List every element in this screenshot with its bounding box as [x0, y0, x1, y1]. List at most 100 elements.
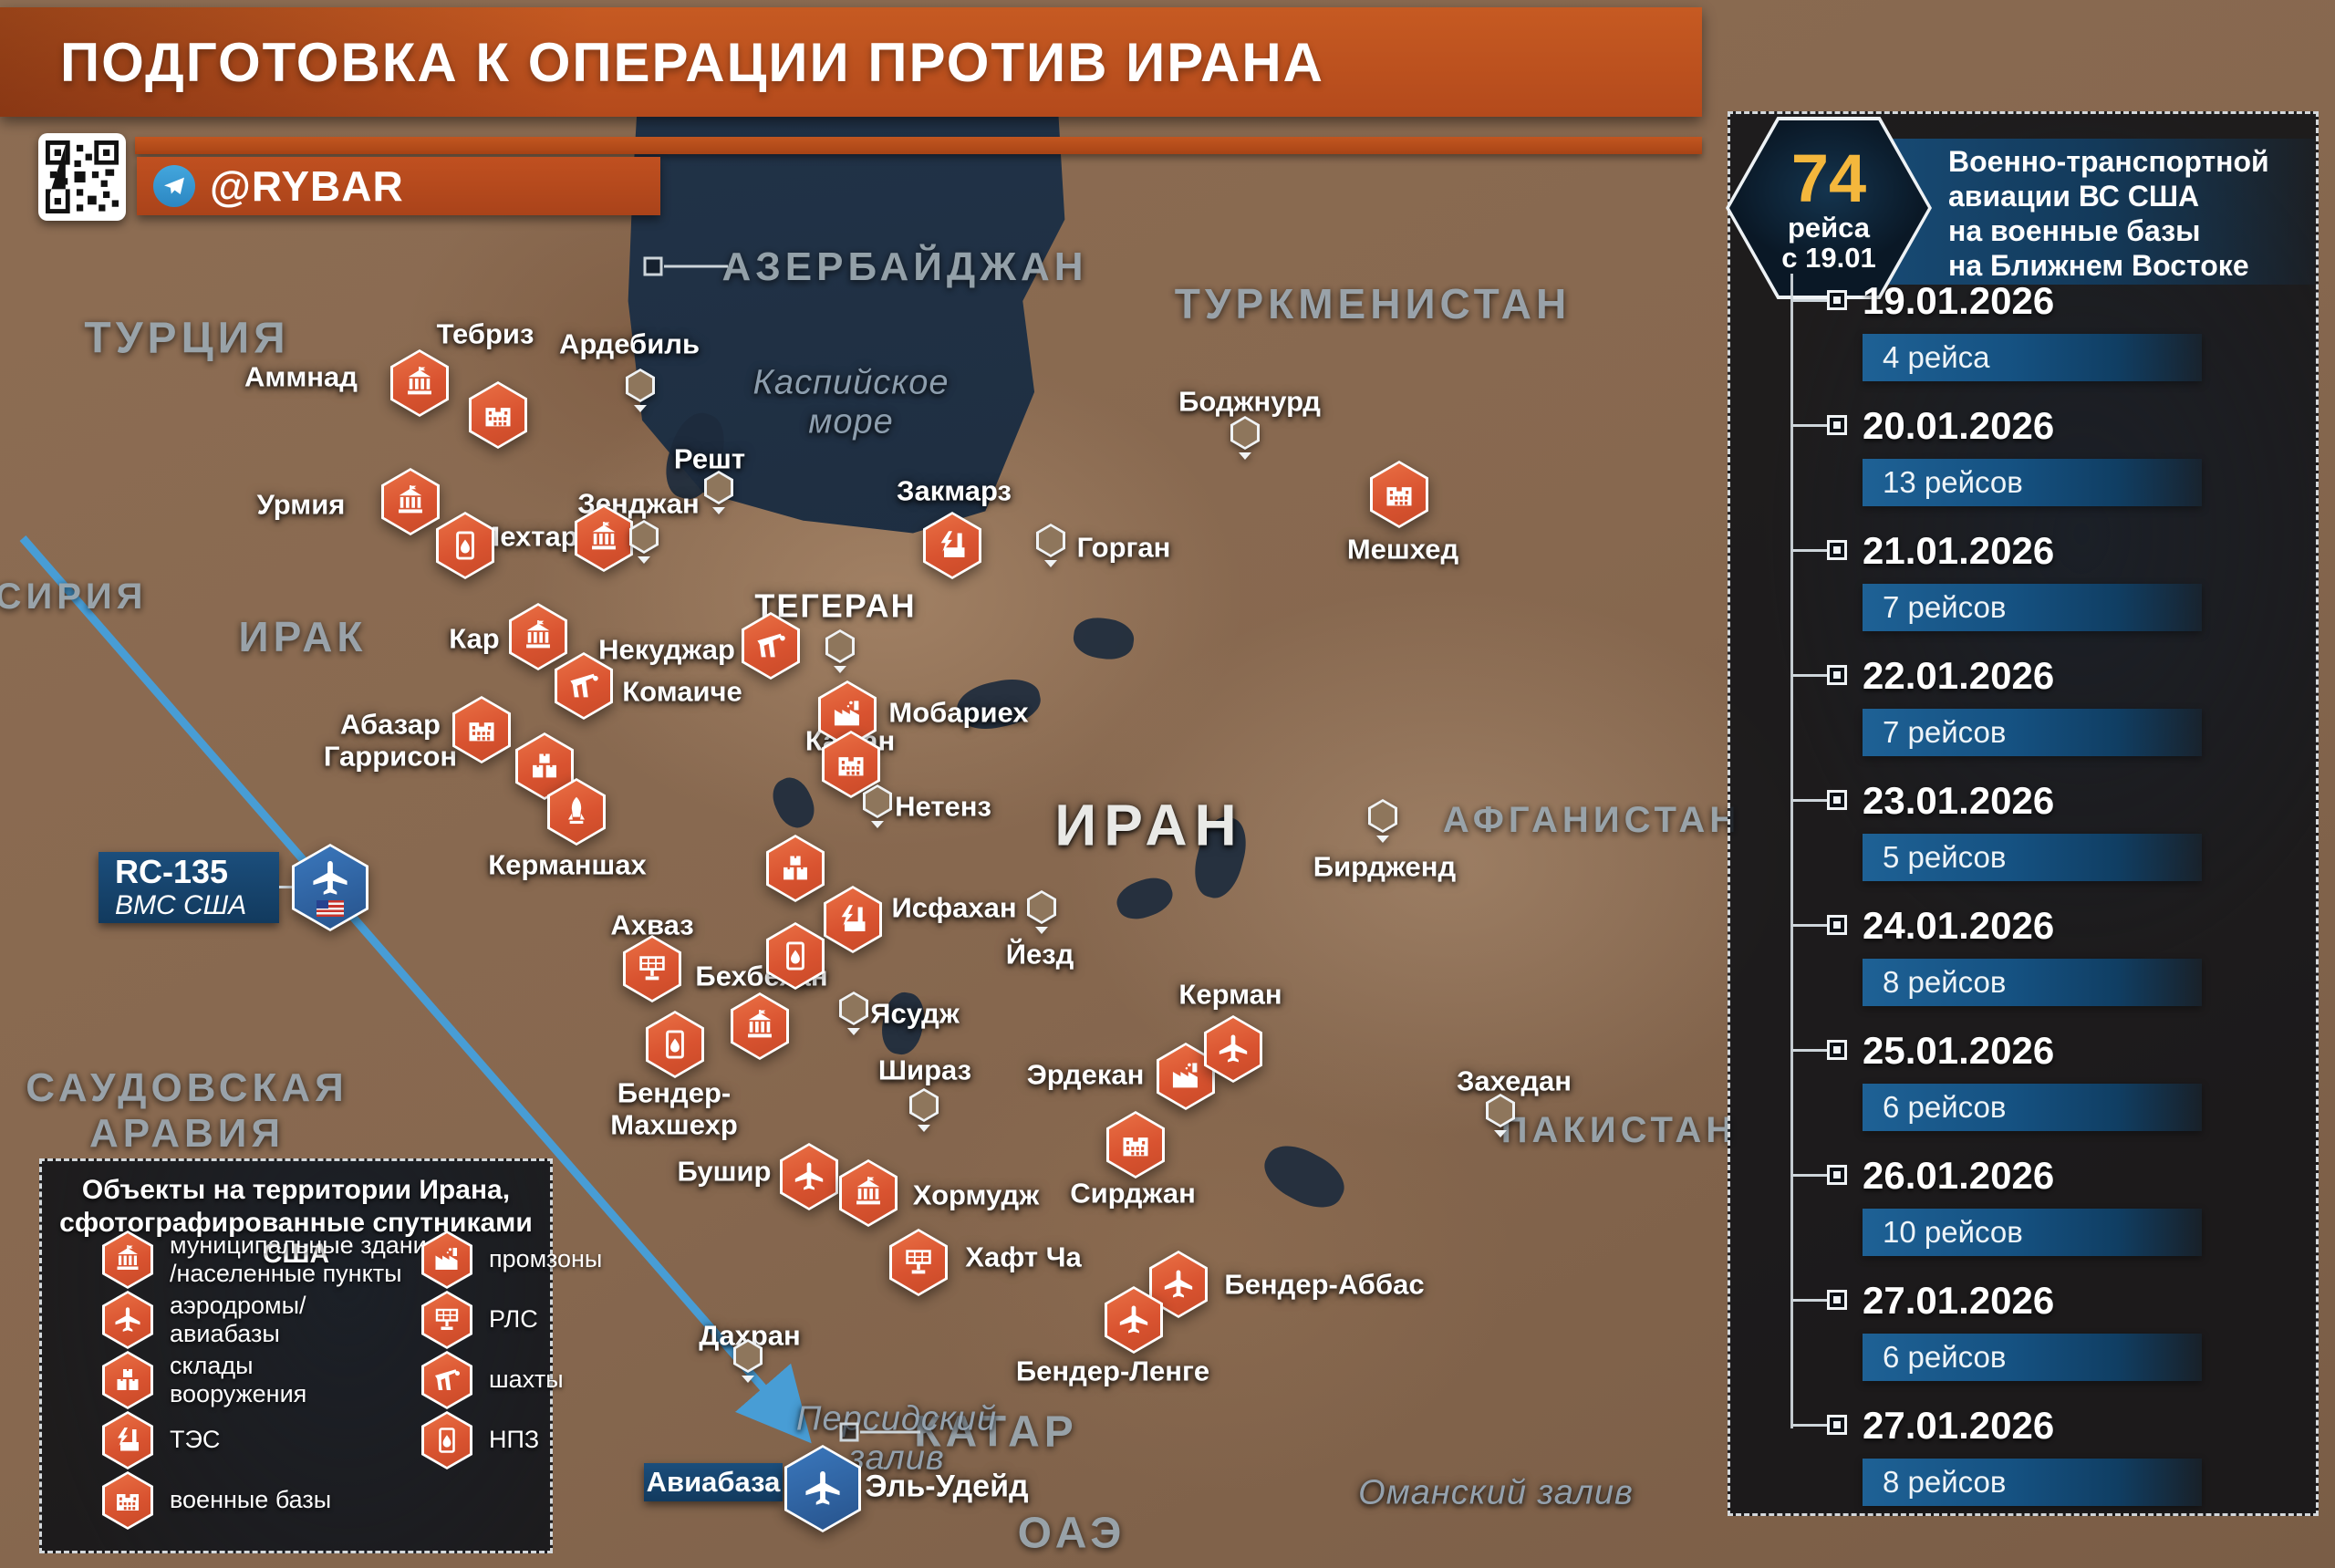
timeline-connector: [1791, 1049, 1828, 1052]
map-label-komaiche: Комаиче: [622, 675, 742, 708]
city-pin-yasuj: [839, 992, 868, 1035]
hexagon-pin-icon: [863, 784, 892, 818]
map-label-yasuj: Ясудж: [870, 997, 960, 1030]
pump-legend-hexagon: [421, 1351, 472, 1409]
city-pin-zanjan: [629, 520, 659, 564]
legend-item-label: военные базы: [170, 1486, 332, 1514]
flight-count-bar: 5 рейсов: [1863, 834, 2202, 881]
map-label-urmia: Урмия: [256, 488, 346, 521]
map-label-shiraz: Шираз: [877, 1054, 972, 1086]
map-label-mobariekh: Мобариех: [888, 696, 1029, 729]
map-label-tehran: ТЕГЕРАН: [754, 587, 917, 625]
timeline-node: [1827, 290, 1847, 310]
timeline-node: [1827, 915, 1847, 935]
base-marker-abazar-1: [452, 696, 511, 763]
city-pin-ardabil: [626, 369, 655, 412]
map-label-kermanshah: Керманшах: [488, 848, 647, 881]
flight-date: 26.01.2026: [1863, 1154, 2055, 1197]
map-label-bushehr: Бушир: [677, 1155, 772, 1188]
bank-marker-urmia-1: [381, 468, 440, 535]
city-pin-rasht: [704, 471, 733, 514]
callout-square-qatar: [839, 1422, 859, 1442]
factory-legend-hexagon: [421, 1231, 472, 1289]
bank-marker-hormuj-1: [839, 1159, 898, 1227]
plane-icon: [113, 1305, 142, 1334]
airplane-icon: [310, 858, 350, 898]
map-label-isfahan: Исфахан: [891, 891, 1017, 924]
flight-count: 13 рейсов: [1883, 465, 2023, 499]
city-pin-zahedan: [1486, 1094, 1515, 1137]
map-label-iran: ИРАН: [1054, 792, 1244, 858]
map-label-turkmenistan: ТУРКМЕНИСТАН: [1174, 279, 1572, 327]
legend-item-left: ТЭС: [102, 1410, 440, 1470]
base-legend-hexagon: [102, 1471, 153, 1530]
timeline-spine: [1790, 274, 1793, 1428]
flight-count: 10 рейсов: [1883, 1215, 2023, 1249]
pin-chevron-icon: [918, 1125, 930, 1132]
legend-item-label: промзоны: [489, 1245, 603, 1273]
timeline-node: [1827, 540, 1847, 560]
wh-icon: [113, 1366, 142, 1395]
airbase-label-box: Авиабаза: [644, 1463, 783, 1501]
telegram-icon: [153, 165, 195, 207]
flight-date: 27.01.2026: [1863, 1279, 2055, 1322]
npz-icon: [779, 940, 812, 972]
bank-marker-tabriz-1: [390, 349, 449, 417]
legend-item-label: аэродромы/ авиабазы: [170, 1291, 306, 1347]
map-label-haft-cha: Хафт Ча: [965, 1241, 1082, 1273]
legend-item-label: муниципальные здания /населенные пункты: [170, 1231, 441, 1287]
telegram-channel-banner[interactable]: @RYBAR: [137, 157, 660, 215]
timeline-connector: [1791, 799, 1828, 802]
hexagon-pin-icon: [629, 520, 659, 554]
bank-icon: [852, 1177, 885, 1210]
map-label-tabriz: Тебриз: [436, 317, 534, 350]
tes-icon: [936, 529, 969, 562]
map-label-erdekan: Эрдекан: [1026, 1058, 1145, 1091]
map-label-syria: СИРИЯ: [0, 576, 148, 618]
sidebar-heading-line4: на Ближнем Востоке: [1948, 249, 2249, 282]
base-icon: [465, 713, 498, 746]
plane-icon: [1162, 1268, 1195, 1301]
flight-count-bar: 13 рейсов: [1863, 459, 2202, 506]
el-udeid-airbase-marker: [784, 1445, 861, 1532]
map-label-el-udeid: Эль-Удейд: [865, 1469, 1029, 1504]
sidebar-heading: Военно-транспортной авиации ВС США на во…: [1948, 144, 2269, 283]
tes-icon: [836, 903, 869, 936]
pin-chevron-icon: [638, 556, 650, 564]
hexagon-pin-icon: [1368, 799, 1397, 833]
flights-total-unit: рейса: [1787, 212, 1871, 244]
bank-icon: [394, 485, 427, 518]
flight-date: 19.01.2026: [1863, 279, 2055, 322]
legend-item-label: склады вооружения: [170, 1351, 307, 1407]
timeline-node: [1827, 1165, 1847, 1185]
map-label-afghanistan: АФГАНИСТАН: [1442, 800, 1741, 841]
base-marker-mashhad-1: [1370, 461, 1428, 528]
rc135-aircraft-marker: [292, 844, 368, 931]
npz-icon: [449, 529, 482, 562]
plane-icon: [1217, 1033, 1250, 1065]
factory-icon: [432, 1245, 462, 1274]
callout-square-azerbaijan: [643, 256, 663, 276]
plane-marker-bushehr-1: [780, 1143, 838, 1210]
map-label-turkey: ТУРЦИЯ: [84, 314, 290, 363]
legend-item-left: аэродромы/ авиабазы: [102, 1290, 440, 1350]
map-label-rasht: Решт: [673, 442, 746, 475]
pin-chevron-icon: [1376, 836, 1389, 843]
legend-item-right: промзоны: [421, 1230, 602, 1290]
flight-count: 6 рейсов: [1883, 1340, 2007, 1374]
radar-legend-hexagon: [421, 1291, 472, 1349]
flight-count: 8 рейсов: [1883, 965, 2007, 999]
qr-code[interactable]: [38, 133, 126, 221]
legend-item-right: РЛС: [421, 1290, 602, 1350]
map-label-pakistan: ПАКИСТАН: [1500, 1110, 1738, 1151]
radar-marker-haft-cha-1: [889, 1229, 948, 1296]
tes-marker-isfahan-2: [824, 886, 882, 953]
map-label-qatar: КАТАР: [914, 1407, 1078, 1457]
sidebar-heading-line3: на военные базы: [1948, 214, 2201, 247]
timeline-node: [1827, 1290, 1847, 1310]
plane-marker-kerman-1: [1204, 1015, 1262, 1083]
timeline-connector: [1791, 924, 1828, 927]
sidebar-heading-line1: Военно-транспортной: [1948, 145, 2269, 178]
hexagon-pin-icon: [733, 1339, 763, 1373]
bank-icon: [403, 367, 436, 400]
